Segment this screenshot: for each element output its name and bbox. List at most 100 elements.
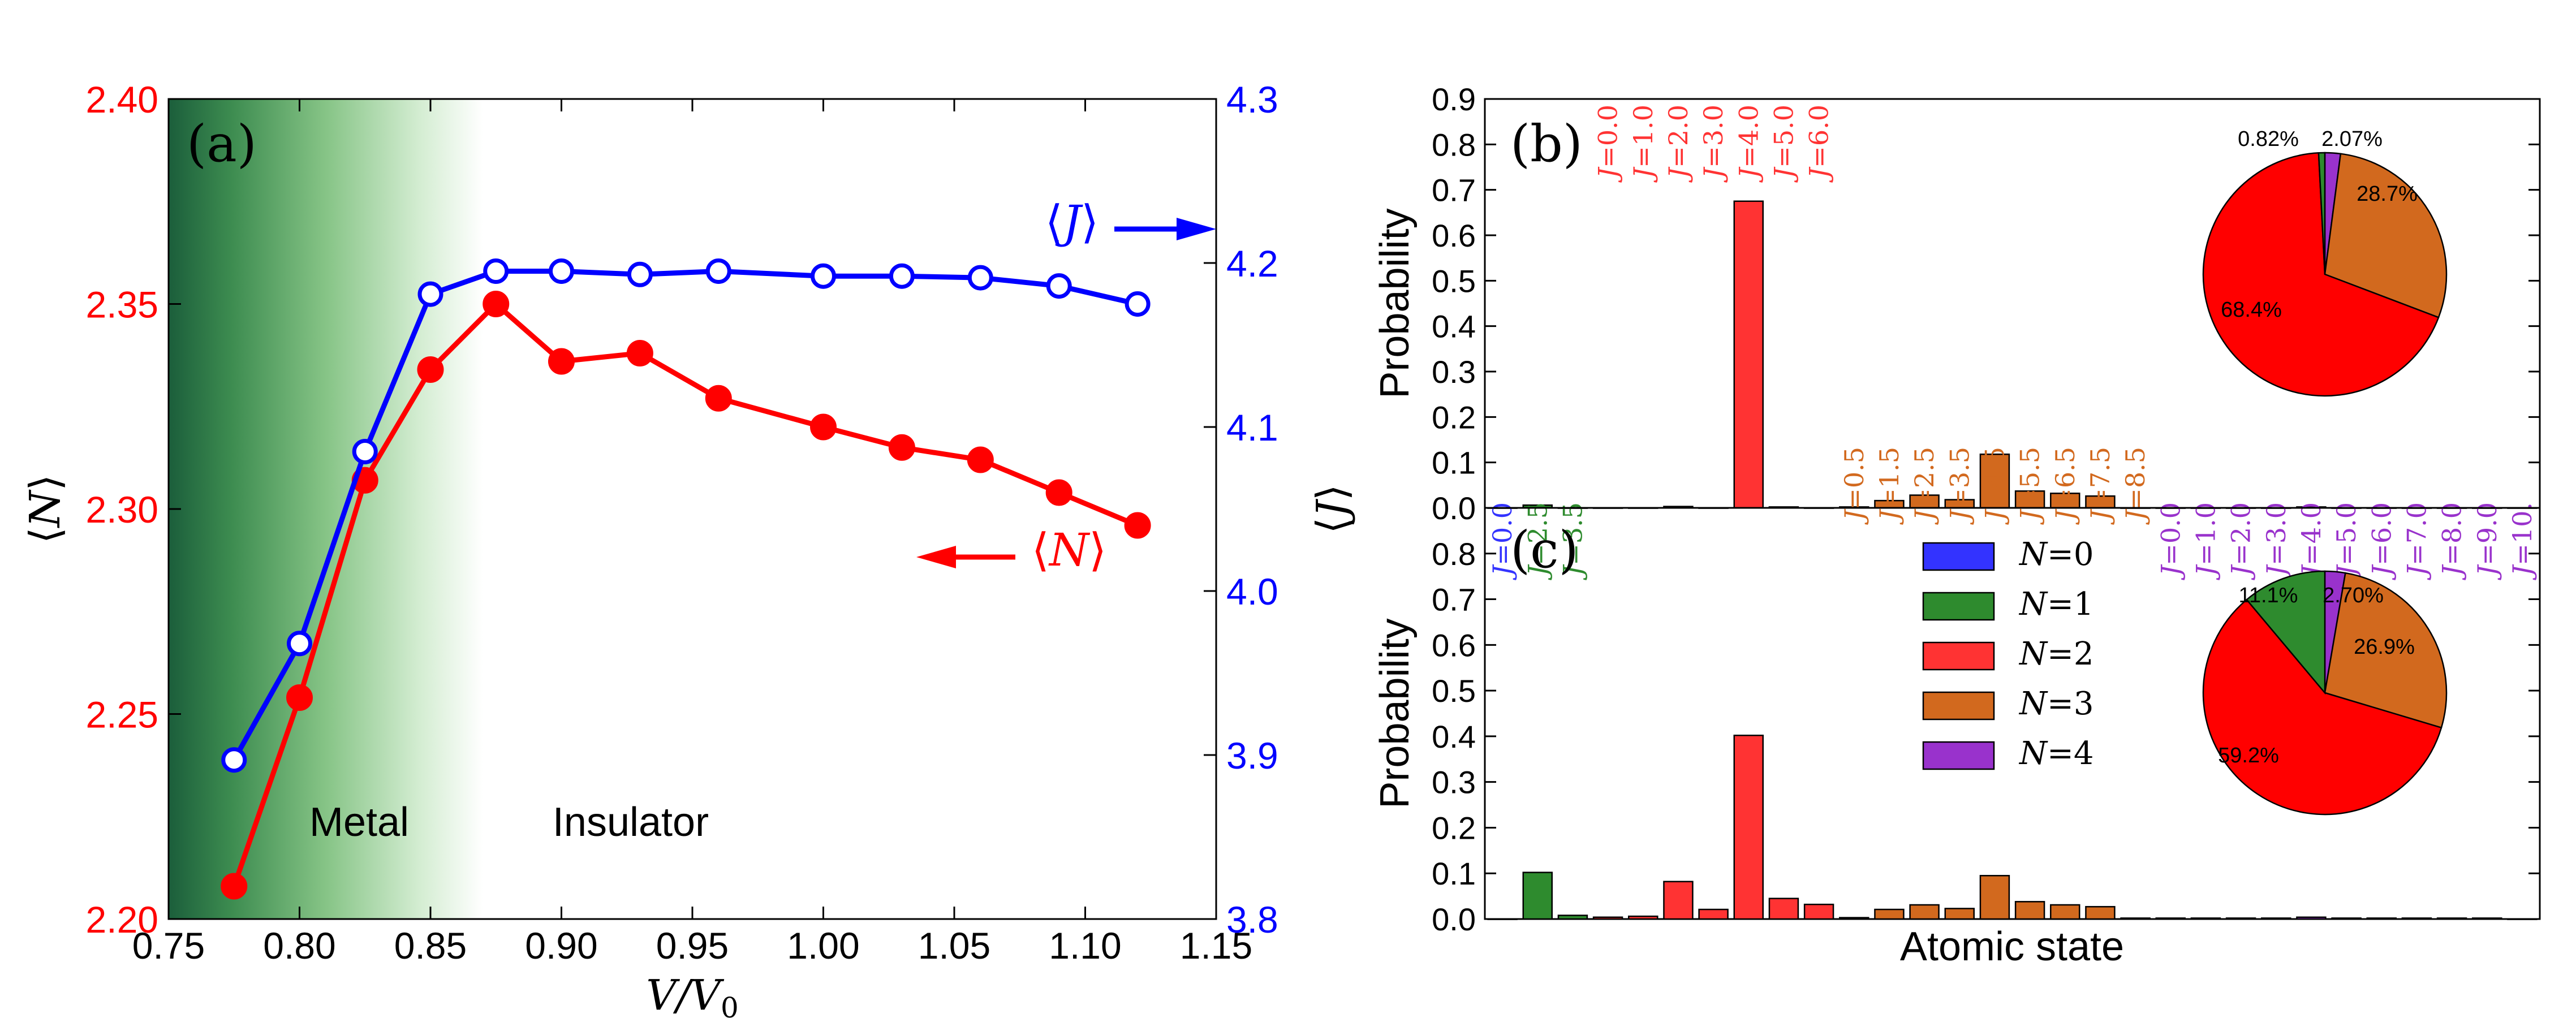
y-tick-label: 0.5 bbox=[1432, 263, 1476, 299]
state-label-N2: J=0.0 bbox=[1593, 105, 1623, 183]
legend-swatch-N2 bbox=[1922, 641, 1995, 671]
legend-swatch-N0 bbox=[1922, 542, 1995, 571]
region-label-insulator: Insulator bbox=[553, 800, 709, 845]
state-label-N3: J=5.5 bbox=[2015, 447, 2045, 525]
y-tick-label: 0.8 bbox=[1432, 127, 1476, 162]
bar-N4-2 bbox=[2225, 917, 2256, 920]
pie-slice-N=1 bbox=[2246, 570, 2326, 695]
y-tick-label: 0.1 bbox=[1432, 856, 1476, 891]
state-label-N4: J=6.0 bbox=[2366, 502, 2397, 580]
state-label-N3: J=8.5 bbox=[2120, 447, 2151, 525]
bar-N0-0 bbox=[1487, 918, 1518, 920]
x-tick-label-a: 0.80 bbox=[263, 925, 335, 967]
y-left-tick-label: 2.30 bbox=[86, 489, 158, 530]
state-label-N4: J=8.0 bbox=[2437, 502, 2467, 580]
series-point-0 bbox=[705, 385, 732, 412]
bar-N3-4 bbox=[1979, 875, 2010, 920]
state-label-N4: J=7.0 bbox=[2401, 502, 2432, 580]
bar-N2-2 bbox=[1663, 881, 1694, 920]
series-point-0 bbox=[286, 684, 313, 711]
bar-N3-3 bbox=[1944, 908, 1975, 920]
pie-label-N=4: 2.70% bbox=[2323, 584, 2384, 607]
state-label-N4: J=0.0 bbox=[2155, 502, 2186, 580]
y-tick-label: 0.2 bbox=[1432, 810, 1476, 846]
y-right-tick-label: 4.1 bbox=[1226, 407, 1278, 448]
arrow-N-head bbox=[916, 546, 956, 568]
pie-slice-N=3 bbox=[2324, 153, 2448, 318]
y-right-tick-label: 4.3 bbox=[1226, 79, 1278, 120]
pie-label-N=1: 11.1% bbox=[2239, 584, 2298, 607]
y-tick-label: 0.8 bbox=[1432, 536, 1476, 572]
y-tick-label: 0.5 bbox=[1432, 673, 1476, 709]
state-label-N4: J=1.0 bbox=[2190, 502, 2221, 580]
pie-label-N=4: 2.07% bbox=[2321, 127, 2383, 151]
series-point-1 bbox=[1046, 273, 1072, 299]
panel-label-a: (a) bbox=[187, 114, 257, 174]
bar-N3-1 bbox=[1874, 908, 1905, 920]
state-label-N3: J=0.5 bbox=[1839, 447, 1869, 525]
bar-N1-1 bbox=[1557, 915, 1588, 920]
bar-N4-7 bbox=[2401, 917, 2432, 920]
y-left-tick-label: 2.20 bbox=[86, 899, 158, 941]
state-label-N2: J=3.0 bbox=[1698, 105, 1729, 183]
series-point-0 bbox=[1124, 512, 1151, 539]
state-label-N4: J=4.0 bbox=[2296, 502, 2327, 580]
y-right-tick-label: 4.0 bbox=[1226, 571, 1278, 612]
state-label-N4: J=9.0 bbox=[2472, 502, 2502, 580]
series-point-1 bbox=[967, 265, 993, 291]
series-point-0 bbox=[417, 356, 444, 383]
panel-c: 0.0 0.1 0.2 0.3 0.4 0.5 0.6 0.7 0.8 Probability (c… bbox=[1372, 507, 2541, 937]
series-point-1 bbox=[811, 263, 836, 289]
x-axis-label-a: V/V0 bbox=[646, 971, 739, 1018]
x-tick-label-a: 0.75 bbox=[132, 925, 205, 967]
panel-a: 0.75 0.80 0.85 0.90 0.95 1.00 1.05 1.10 1.15 2.20… bbox=[21, 79, 1356, 1018]
bar-N1-0 bbox=[1522, 872, 1553, 920]
bar-N4-5 bbox=[2331, 917, 2362, 920]
y-right-tick-label: 3.8 bbox=[1226, 899, 1278, 941]
y-axis-label: Probability bbox=[1372, 618, 1418, 808]
bar-N4-4 bbox=[2296, 916, 2327, 920]
series-point-1 bbox=[221, 747, 247, 773]
y-tick-label: 0.7 bbox=[1432, 172, 1476, 208]
y-axis-label: Probability bbox=[1372, 208, 1418, 398]
bar-N3-0 bbox=[1839, 917, 1869, 920]
x-tick-label-a: 1.05 bbox=[918, 925, 990, 967]
state-label-N3: J=4.5 bbox=[1979, 447, 2010, 525]
state-label-N2: J=5.0 bbox=[1768, 105, 1799, 183]
series-point-0 bbox=[548, 348, 575, 375]
bar-N3-6 bbox=[2050, 904, 2080, 920]
series-point-0 bbox=[967, 446, 994, 473]
x-tick-label-a: 1.00 bbox=[787, 925, 859, 967]
series-point-1 bbox=[483, 258, 509, 284]
y-tick-label: 0.1 bbox=[1432, 445, 1476, 481]
y-left-tick-label: 2.35 bbox=[86, 284, 158, 326]
x-tick-label-a: 0.95 bbox=[656, 925, 729, 967]
legend-label-N4: N=4 bbox=[2018, 735, 2094, 772]
legend-label-N2: N=2 bbox=[2018, 636, 2094, 672]
y-tick-label: 0.6 bbox=[1432, 627, 1476, 663]
state-label-N3: J=6.5 bbox=[2050, 447, 2080, 525]
series-point-0 bbox=[221, 873, 248, 900]
metal-region-shading bbox=[169, 99, 483, 919]
state-label-N4: J=10. bbox=[2507, 502, 2538, 580]
series-point-1 bbox=[705, 258, 731, 284]
bar-N4-9 bbox=[2472, 917, 2502, 920]
y-tick-label: 0.9 bbox=[1432, 81, 1476, 117]
bar-N3-7 bbox=[2085, 905, 2116, 920]
bar-N3-5 bbox=[2014, 901, 2045, 920]
pie-label-N=3: 28.7% bbox=[2357, 182, 2418, 206]
series-point-1 bbox=[352, 439, 378, 464]
bar-N3-5 bbox=[2014, 490, 2045, 509]
state-label-N3: J=7.5 bbox=[2085, 447, 2116, 525]
panel-b: 0.0 0.1 0.2 0.3 0.4 0.5 0.6 0.7 0.8 0.9 Probabilit… bbox=[1372, 81, 2541, 580]
series-point-1 bbox=[287, 631, 312, 657]
state-label-N2: J=2.0 bbox=[1663, 105, 1694, 183]
pie-slice-N=2 bbox=[2202, 152, 2440, 397]
series-point-1 bbox=[1125, 291, 1151, 317]
panel-label: (b) bbox=[1510, 114, 1583, 174]
y-left-tick-label: 2.25 bbox=[86, 694, 158, 736]
bar-N2-3 bbox=[1698, 908, 1729, 920]
state-label-N2: J=1.0 bbox=[1628, 105, 1659, 183]
y-tick-label: 0.6 bbox=[1432, 218, 1476, 253]
y-right-tick-label: 3.9 bbox=[1226, 735, 1278, 777]
